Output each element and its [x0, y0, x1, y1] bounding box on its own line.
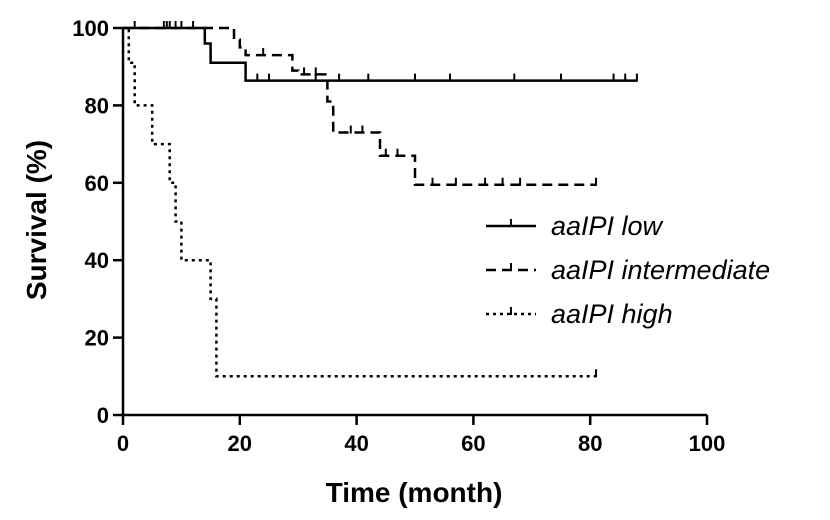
- x-tick-label: 0: [117, 431, 129, 456]
- x-tick-label: 20: [228, 431, 252, 456]
- series-aaipi-high: [123, 26, 598, 378]
- x-tick-label: 100: [689, 431, 726, 456]
- legend-label: aaIPI low: [551, 211, 664, 241]
- x-tick-label: 80: [578, 431, 602, 456]
- x-tick-label: 60: [461, 431, 485, 456]
- x-axis-title: Time (month): [326, 477, 503, 508]
- legend-item-aaipi-high: aaIPI high: [486, 299, 673, 329]
- y-axis-title: Survival (%): [21, 140, 52, 300]
- legend-label: aaIPI intermediate: [551, 255, 770, 285]
- y-tick-label: 80: [85, 93, 109, 118]
- y-tick-label: 40: [85, 248, 109, 273]
- legend-label: aaIPI high: [551, 299, 673, 329]
- legend: aaIPI low aaIPI intermediate aaIPI high: [486, 211, 770, 329]
- series-aaipi-low: [123, 21, 638, 82]
- y-tick-label: 60: [85, 171, 109, 196]
- series-line-aaipi-high: [123, 26, 596, 378]
- y-tick-label: 100: [72, 16, 109, 41]
- series-aaipi-intermediate: [123, 21, 598, 186]
- series-line-aaipi-intermediate: [123, 26, 596, 186]
- series-layer: [123, 21, 638, 378]
- legend-item-aaipi-low: aaIPI low: [486, 211, 664, 241]
- y-tick-label: 20: [85, 326, 109, 351]
- legend-item-aaipi-intermediate: aaIPI intermediate: [486, 255, 770, 285]
- series-line-aaipi-low: [123, 26, 637, 82]
- y-tick-label: 0: [97, 403, 109, 428]
- axes: 0 20 40 60 80 100 0 20 40 60 80 100: [72, 16, 725, 456]
- x-tick-label: 40: [344, 431, 368, 456]
